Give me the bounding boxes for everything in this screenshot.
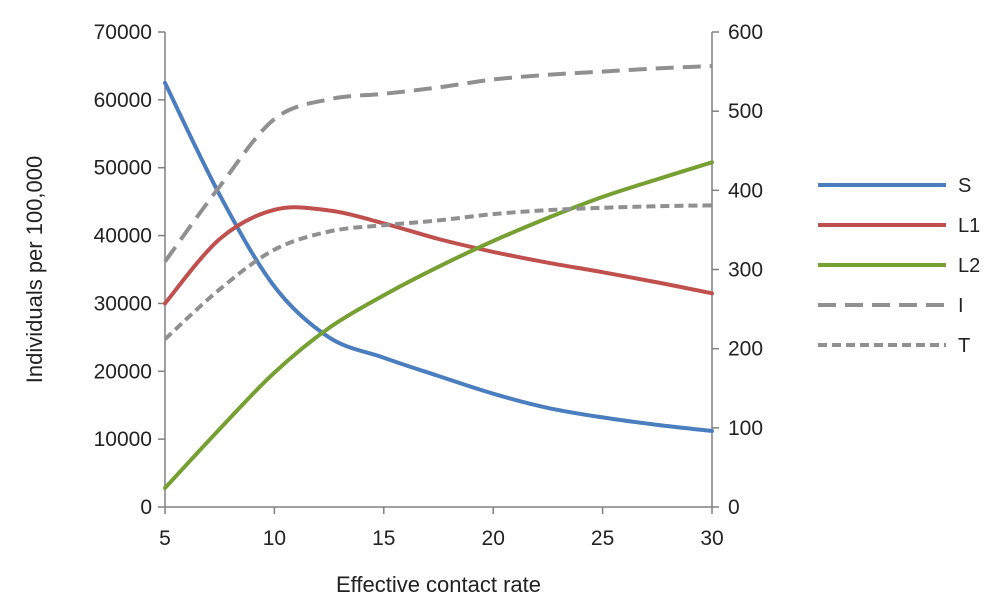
series-lines: [163, 64, 714, 490]
x-tick-label: 25: [591, 527, 614, 550]
legend-label-t: T: [958, 335, 970, 357]
legend-label-l1: L1: [958, 215, 980, 237]
series-line-s: [163, 80, 714, 433]
right-y-tick-label: 600: [728, 21, 763, 44]
legend-label-i: I: [958, 295, 964, 317]
series-line-l1: [163, 205, 714, 306]
x-tick-label: 10: [263, 527, 286, 550]
x-tick-label: 15: [372, 527, 395, 550]
left-y-tick-label: 70000: [94, 21, 152, 44]
series-line-t: [163, 203, 713, 341]
left-y-tick-label: 0: [140, 496, 152, 519]
left-y-tick-label: 30000: [94, 292, 152, 315]
right-y-tick-label: 400: [728, 179, 763, 202]
legend-label-s: S: [958, 175, 971, 197]
x-tick-label: 30: [700, 527, 723, 550]
right-y-tick-label: 0: [728, 496, 740, 519]
left-y-tick-label: 10000: [94, 428, 152, 451]
right-y-tick-label: 300: [728, 259, 763, 282]
left-y-tick-label: 50000: [94, 157, 152, 180]
x-tick-label: 20: [482, 527, 505, 550]
right-y-tick-label: 100: [728, 417, 763, 440]
legend: S L1 L2 IT: [818, 175, 980, 357]
y-axis-title: Individuals per 100,000: [22, 156, 47, 384]
left-y-tick-label: 40000: [94, 225, 152, 248]
x-tick-label: 5: [159, 527, 171, 550]
tick-group: 0 10000 20000 30000 40000 50000 60000 70000 0 100…: [94, 21, 763, 550]
x-axis-title: Effective contact rate: [336, 572, 541, 597]
right-y-tick-label: 500: [728, 100, 763, 123]
legend-label-l2: L2: [958, 255, 980, 277]
right-y-tick-label: 200: [728, 338, 763, 361]
series-line-i: [163, 64, 713, 263]
left-y-tick-label: 20000: [94, 360, 152, 383]
left-y-tick-label: 60000: [94, 89, 152, 112]
series-line-l2: [163, 160, 714, 490]
